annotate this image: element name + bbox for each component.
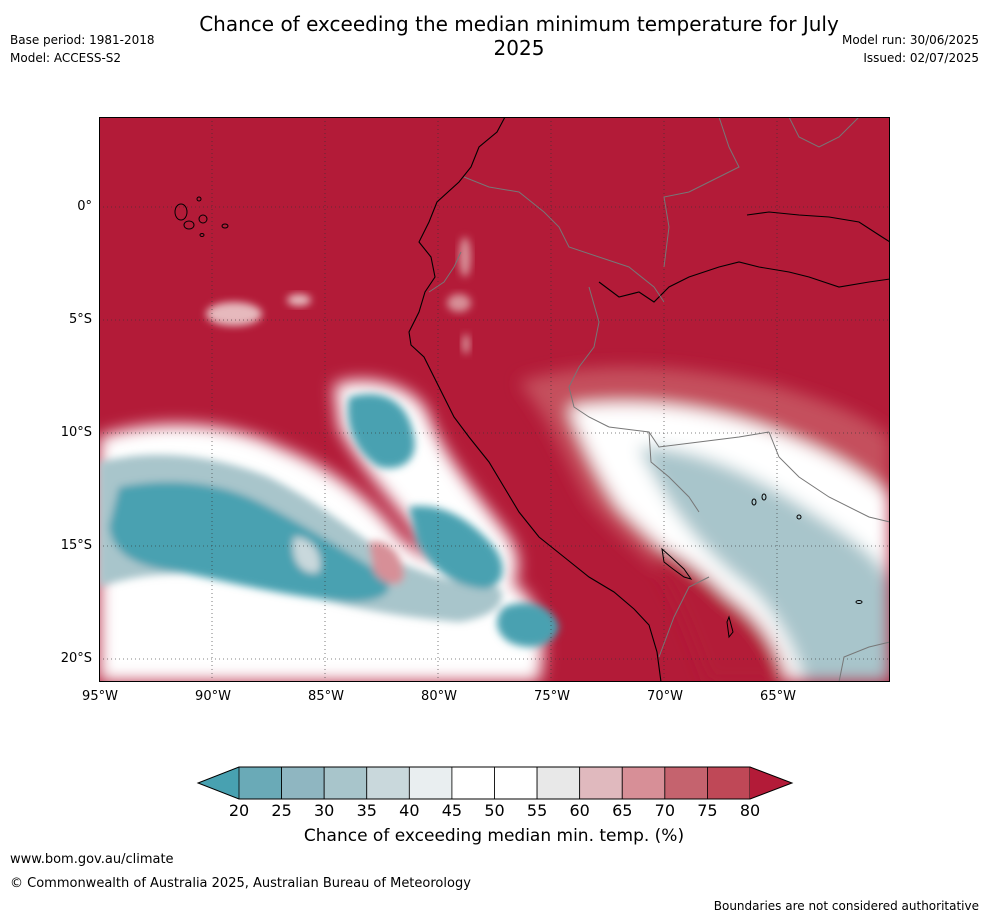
lat-label-15s: 15°S bbox=[60, 538, 92, 553]
copyright-text: © Commonwealth of Australia 2025, Austra… bbox=[10, 876, 471, 891]
inland-low-probability-region bbox=[519, 367, 890, 682]
issued-date: Issued: 02/07/2025 bbox=[863, 51, 979, 65]
model-run: Model run: 30/06/2025 bbox=[841, 33, 979, 47]
base-period: Base period: 1981-2018 bbox=[10, 33, 155, 47]
ocean-spot-light bbox=[206, 302, 262, 326]
colorbar-segment bbox=[536, 766, 581, 800]
colorbar-segment bbox=[621, 766, 666, 800]
ocean-spot-small bbox=[287, 294, 311, 306]
colorbar-tick-label: 55 bbox=[526, 801, 548, 820]
website-link[interactable]: www.bom.gov.au/climate bbox=[10, 852, 174, 867]
colorbar-tick-label: 20 bbox=[228, 801, 250, 820]
lat-label-5s: 5°S bbox=[68, 312, 92, 327]
colorbar-tick-label: 25 bbox=[271, 801, 292, 820]
colorbar-segment bbox=[579, 766, 623, 800]
colorbar-segment bbox=[664, 766, 708, 800]
ocean-blue-region bbox=[99, 393, 559, 647]
coastline bbox=[408, 117, 662, 682]
coastal-spot-1 bbox=[447, 294, 471, 312]
coastal-spot-3 bbox=[462, 334, 470, 354]
colorbar-segment bbox=[238, 766, 282, 800]
colorbar-tick-label: 70 bbox=[654, 801, 675, 820]
disclaimer-text: Boundaries are not considered authoritat… bbox=[713, 899, 979, 913]
galapagos-islands bbox=[174, 196, 229, 237]
colorbar-extend-high bbox=[750, 767, 792, 799]
lat-label-0: 0° bbox=[77, 199, 92, 214]
colorbar-tick-label: 60 bbox=[569, 801, 590, 820]
colorbar-segment bbox=[707, 766, 751, 800]
colorbar-outline bbox=[196, 766, 794, 800]
lake-titicaca bbox=[661, 493, 863, 639]
country-boundaries bbox=[428, 117, 890, 682]
lon-label-70w: 70°W bbox=[647, 689, 683, 704]
lon-label-75w: 75°W bbox=[534, 689, 570, 704]
colorbar-segment bbox=[494, 766, 538, 800]
lat-label-20s: 20°S bbox=[60, 651, 92, 666]
colorbar bbox=[196, 766, 794, 800]
lon-label-80w: 80°W bbox=[421, 689, 457, 704]
map-frame bbox=[99, 117, 890, 682]
river-coast-line bbox=[598, 261, 890, 303]
model-name: Model: ACCESS-S2 bbox=[10, 51, 122, 65]
colorbar-title: Chance of exceeding median min. temp. (%… bbox=[303, 826, 685, 846]
colorbar-tick-label: 75 bbox=[697, 801, 718, 820]
colorbar-segment bbox=[323, 766, 368, 800]
lat-label-10s: 10°S bbox=[60, 425, 92, 440]
colorbar-tick-label: 45 bbox=[441, 801, 463, 820]
lon-label-90w: 90°W bbox=[195, 689, 231, 704]
colorbar-tick-label: 80 bbox=[739, 801, 761, 820]
map-title: Chance of exceeding the median minimum t… bbox=[199, 12, 839, 60]
inland-water-line bbox=[746, 211, 890, 243]
colorbar-tick-label: 65 bbox=[612, 801, 633, 820]
lon-label-95w: 95°W bbox=[82, 689, 118, 704]
colorbar-tick-label: 40 bbox=[399, 801, 420, 820]
lon-label-65w: 65°W bbox=[760, 689, 796, 704]
colorbar-tick-label: 35 bbox=[356, 801, 377, 820]
colorbar-segment bbox=[408, 766, 453, 800]
coastal-spot-2 bbox=[459, 237, 471, 277]
colorbar-segment bbox=[281, 766, 325, 800]
colorbar-tick-label: 50 bbox=[484, 801, 505, 820]
colorbar-segment bbox=[366, 766, 410, 800]
colorbar-extend-low bbox=[198, 767, 239, 799]
lon-label-85w: 85°W bbox=[308, 689, 344, 704]
colorbar-tick-label: 30 bbox=[313, 801, 335, 820]
forecast-map bbox=[99, 117, 890, 682]
colorbar-segment bbox=[451, 766, 495, 800]
